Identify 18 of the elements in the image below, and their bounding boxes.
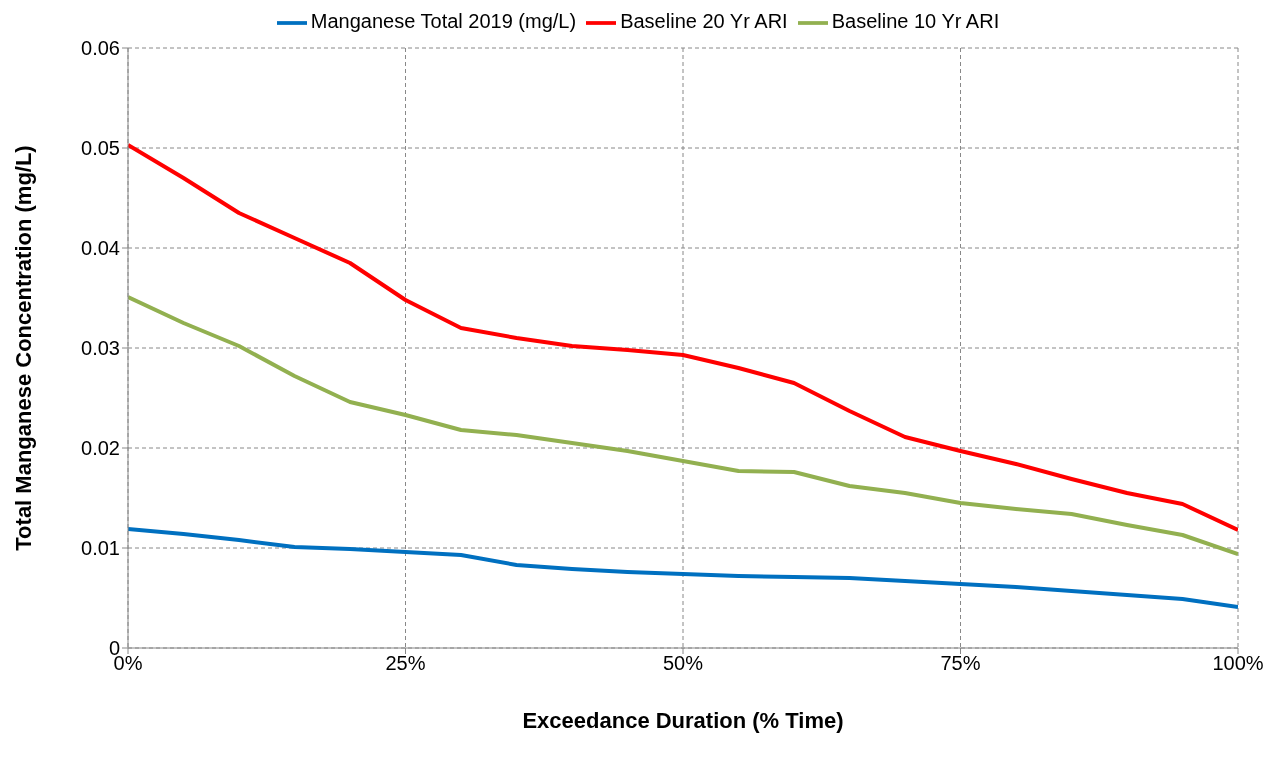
legend-label: Baseline 10 Yr ARI [831,10,1000,33]
y-tick-label: 0.03 [81,337,120,360]
x-axis-title: Exceedance Duration (% Time) [522,708,844,733]
line-series [128,527,1238,609]
x-tick-label: 50% [662,652,704,675]
x-tick-label: 100% [1212,652,1264,675]
legend-label: Baseline 20 Yr ARI [620,10,788,33]
y-tick-label: 0.06 [81,37,120,60]
y-tick-label: 0.05 [81,137,120,160]
legend-label: Manganese Total 2019 (mg/L) [310,10,577,33]
x-tick-label: 75% [940,652,981,675]
y-tick-label: 0.02 [81,437,120,460]
y-tick-label: 0.01 [81,537,120,560]
y-tick-label: 0.04 [81,237,120,260]
y-axis-title: Total Manganese Concentration (mg/L) [10,145,36,551]
line-series [128,295,1238,556]
x-tick-label: 25% [385,652,426,675]
line-series [128,143,1238,532]
